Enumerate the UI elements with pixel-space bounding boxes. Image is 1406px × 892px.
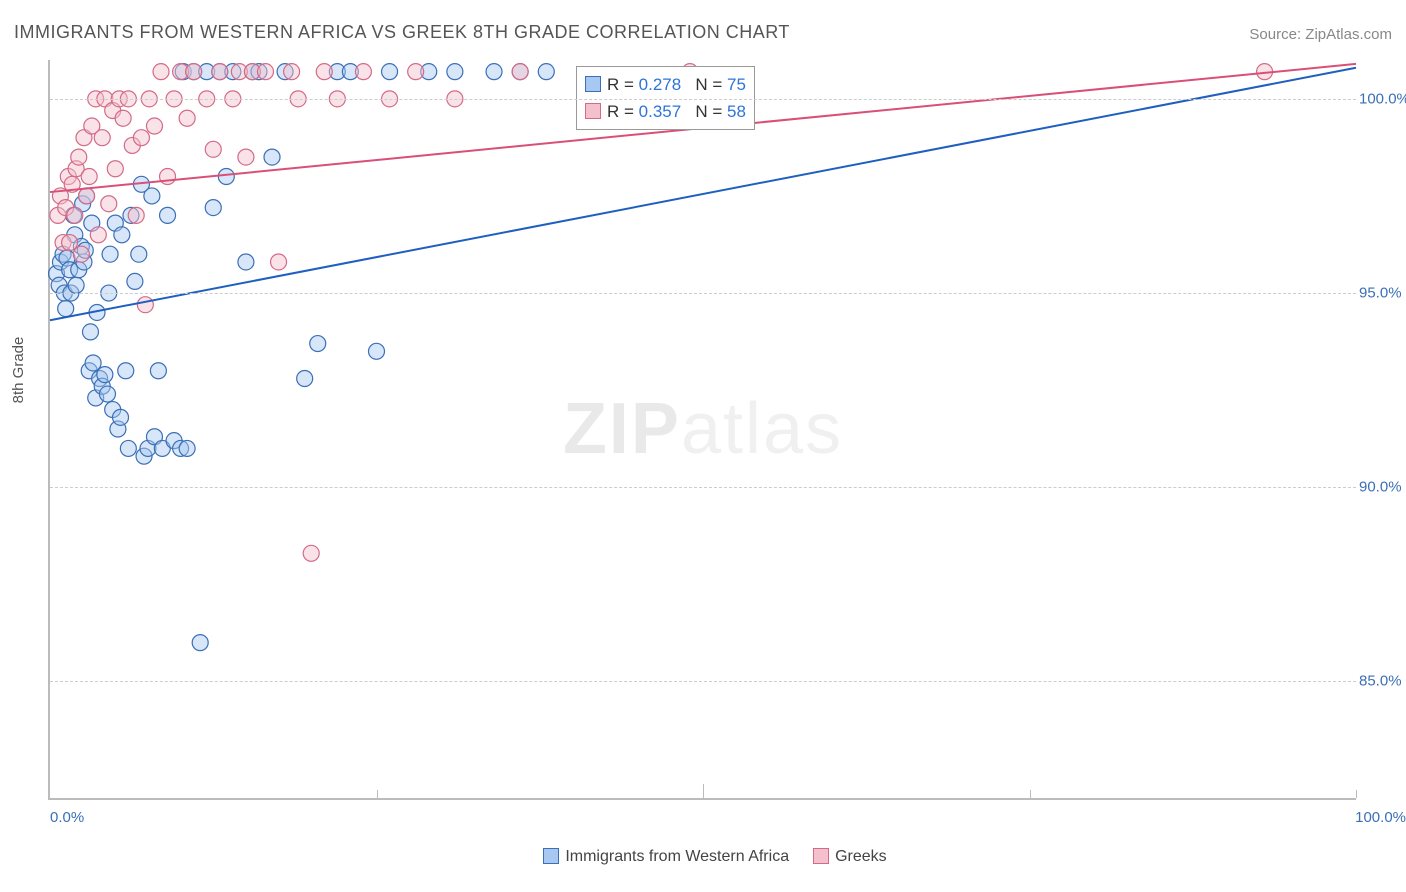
scatter-point-blue [447, 64, 463, 80]
stats-n-value: 58 [727, 102, 746, 121]
gridline-horizontal [50, 293, 1356, 294]
x-tick-label: 0.0% [50, 809, 84, 826]
scatter-point-pink [205, 141, 221, 157]
x-tick-label: 100.0% [1355, 809, 1406, 826]
gridline-vertical [703, 784, 704, 798]
scatter-point-blue [58, 301, 74, 317]
y-tick-label: 90.0% [1359, 479, 1406, 496]
scatter-point-blue [238, 254, 254, 270]
scatter-point-blue [85, 355, 101, 371]
scatter-point-blue [113, 409, 129, 425]
scatter-point-blue [118, 363, 134, 379]
legend-swatch-pink [813, 848, 829, 864]
legend-label-blue: Immigrants from Western Africa [565, 848, 789, 865]
source-attribution: Source: ZipAtlas.com [1249, 26, 1392, 43]
scatter-point-blue [102, 246, 118, 262]
scatter-point-pink [186, 64, 202, 80]
y-tick-label: 85.0% [1359, 673, 1406, 690]
scatter-point-pink [79, 188, 95, 204]
scatter-point-pink [71, 149, 87, 165]
gridline-horizontal [50, 487, 1356, 488]
scatter-point-blue [114, 227, 130, 243]
scatter-point-blue [99, 386, 115, 402]
legend-label-pink: Greeks [835, 848, 887, 865]
scatter-point-pink [81, 169, 97, 185]
scatter-point-pink [137, 297, 153, 313]
scatter-point-blue [160, 207, 176, 223]
y-tick-label: 100.0% [1359, 90, 1406, 107]
scatter-point-pink [146, 118, 162, 134]
scatter-point-pink [67, 207, 83, 223]
stats-n-value: 75 [727, 75, 746, 94]
scatter-point-pink [94, 130, 110, 146]
scatter-point-blue [538, 64, 554, 80]
chart-title: IMMIGRANTS FROM WESTERN AFRICA VS GREEK … [14, 22, 790, 43]
stats-r-label: R = [607, 75, 639, 94]
scatter-point-blue [369, 343, 385, 359]
scatter-point-blue [218, 169, 234, 185]
scatter-point-pink [238, 149, 254, 165]
scatter-point-blue [486, 64, 502, 80]
scatter-point-blue [82, 324, 98, 340]
stats-n-label: N = [695, 102, 727, 121]
gridline-vertical [1356, 790, 1357, 798]
scatter-point-pink [160, 169, 176, 185]
stats-row-blue: R = 0.278 N = 75 [585, 71, 746, 98]
source-link[interactable]: ZipAtlas.com [1305, 26, 1392, 43]
scatter-point-pink [128, 207, 144, 223]
scatter-svg [50, 60, 1356, 798]
source-prefix: Source: [1249, 26, 1305, 43]
y-tick-label: 95.0% [1359, 285, 1406, 302]
scatter-point-pink [90, 227, 106, 243]
scatter-point-blue [131, 246, 147, 262]
gridline-vertical [1030, 790, 1031, 798]
gridline-vertical [377, 790, 378, 798]
scatter-point-pink [271, 254, 287, 270]
scatter-point-blue [382, 64, 398, 80]
scatter-point-pink [179, 110, 195, 126]
scatter-point-blue [127, 273, 143, 289]
scatter-point-pink [284, 64, 300, 80]
scatter-point-blue [192, 635, 208, 651]
stats-r-value: 0.357 [639, 102, 682, 121]
plot-area: ZIPatlas R = 0.278 N = 75R = 0.357 N = 5… [48, 60, 1356, 800]
scatter-point-pink [153, 64, 169, 80]
scatter-point-pink [512, 64, 528, 80]
scatter-point-blue [120, 440, 136, 456]
scatter-point-blue [97, 367, 113, 383]
scatter-point-blue [150, 363, 166, 379]
gridline-horizontal [50, 99, 1356, 100]
scatter-point-blue [68, 277, 84, 293]
scatter-point-blue [205, 200, 221, 216]
scatter-point-pink [115, 110, 131, 126]
scatter-point-pink [73, 246, 89, 262]
scatter-point-pink [355, 64, 371, 80]
scatter-point-blue [144, 188, 160, 204]
scatter-point-pink [316, 64, 332, 80]
scatter-point-pink [133, 130, 149, 146]
scatter-point-blue [179, 440, 195, 456]
stats-r-label: R = [607, 102, 639, 121]
bottom-legend: Immigrants from Western Africa Greeks [0, 848, 1406, 866]
scatter-point-pink [107, 161, 123, 177]
scatter-point-blue [264, 149, 280, 165]
gridline-horizontal [50, 681, 1356, 682]
stats-r-value: 0.278 [639, 75, 682, 94]
scatter-point-pink [62, 235, 78, 251]
legend-swatch-pink [585, 103, 601, 119]
stats-row-pink: R = 0.357 N = 58 [585, 98, 746, 125]
scatter-point-pink [212, 64, 228, 80]
legend-swatch-blue [543, 848, 559, 864]
scatter-point-pink [101, 196, 117, 212]
scatter-point-pink [257, 64, 273, 80]
scatter-point-pink [303, 545, 319, 561]
legend-swatch-blue [585, 76, 601, 92]
scatter-point-blue [310, 336, 326, 352]
scatter-point-pink [408, 64, 424, 80]
stats-n-label: N = [695, 75, 727, 94]
y-axis-label: 8th Grade [10, 310, 27, 430]
scatter-point-blue [297, 371, 313, 387]
